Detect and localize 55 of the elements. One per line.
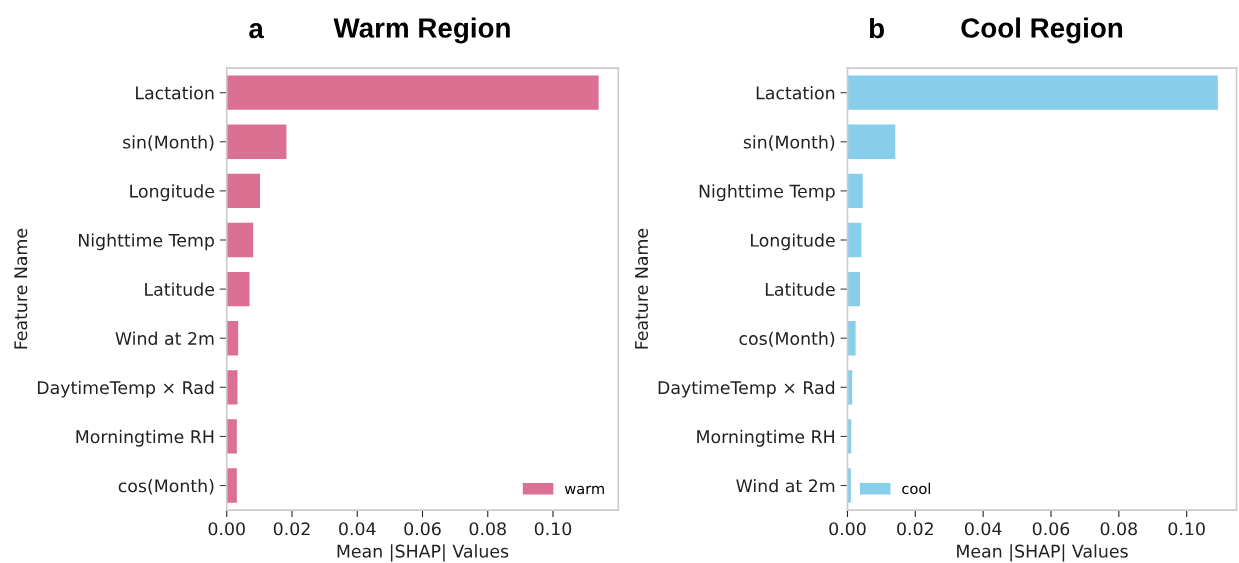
x-tick-label: 0.04 (339, 522, 376, 536)
y-tick-label: Latitude (145, 282, 215, 296)
y-tick-label: Morningtime RH (697, 429, 834, 447)
x-tick-label: 0.06 (404, 522, 441, 536)
x-tick-label: 0.02 (897, 522, 933, 536)
y-tick-label: Longitude (751, 233, 835, 251)
y-tick-label: Wind at 2m (115, 331, 214, 346)
bar (847, 173, 863, 209)
legend-label: warm (564, 485, 604, 495)
chart-title: Cool Region (961, 17, 1123, 44)
y-tick-label: Longitude (130, 184, 214, 202)
bar (847, 222, 862, 258)
y-tick-label: Morningtime RH (76, 429, 214, 447)
bar (226, 419, 237, 454)
x-axis-title: Mean |SHAP| Values (957, 544, 1128, 562)
y-tick-label: sin(Month) (123, 135, 214, 151)
bar (226, 271, 250, 307)
y-axis-title: Feature Name (14, 228, 28, 349)
bar (847, 124, 896, 159)
x-tick-label: 0.08 (1100, 522, 1137, 536)
x-tick-label: 0.10 (534, 522, 572, 536)
x-tick-label: 0.00 (829, 522, 866, 536)
bar (226, 75, 599, 110)
y-tick-label: sin(Month) (743, 135, 835, 151)
text: b (870, 17, 884, 39)
bar (847, 468, 851, 503)
y-tick-label: cos(Month) (118, 478, 214, 495)
bar (226, 173, 261, 209)
bar (847, 321, 856, 356)
y-tick-label: DaytimeTemp × Rad (37, 380, 214, 398)
bar (226, 468, 237, 503)
x-tick-label: 0.08 (469, 522, 506, 536)
bar (226, 222, 254, 258)
x-tick-label: 0.04 (964, 522, 1002, 536)
y-tick-label: Lactation (756, 86, 835, 100)
y-axis-title: Feature Name (635, 228, 649, 349)
x-tick-label: 0.06 (1032, 522, 1070, 536)
x-tick-label: 0.10 (1168, 522, 1205, 536)
y-tick-label: cos(Month) (739, 331, 835, 348)
text: a (249, 23, 264, 39)
bar (226, 124, 287, 159)
bar (847, 271, 861, 307)
y-tick-label: Latitude (765, 282, 835, 296)
x-tick-label: 0.00 (208, 522, 245, 536)
y-tick-label: DaytimeTemp × Rad (658, 380, 835, 398)
y-tick-label: Nighttime Temp (699, 184, 835, 202)
legend-label: cool (902, 482, 930, 495)
chart-title: Warm Region (333, 17, 510, 44)
bar (847, 75, 1218, 110)
x-axis-title: Mean |SHAP| Values (337, 544, 509, 562)
y-tick-label: Nighttime Temp (78, 233, 214, 251)
x-tick-label: 0.02 (273, 522, 310, 536)
y-tick-label: Wind at 2m (736, 478, 835, 493)
bar (226, 370, 238, 405)
y-tick-label: Lactation (136, 86, 214, 100)
